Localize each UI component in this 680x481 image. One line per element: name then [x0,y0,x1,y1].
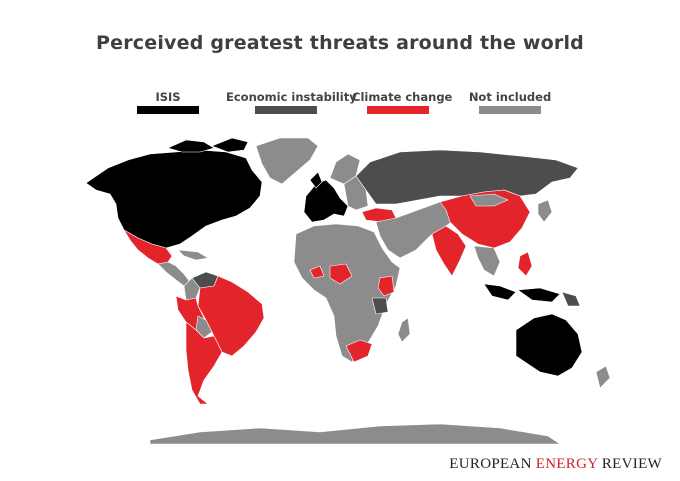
legend-label-isis: ISIS [155,90,181,104]
region-central-america [157,261,191,287]
region-antarctica [149,423,561,445]
legend-item-not-included: Not included [468,90,552,114]
region-nigeria [329,263,353,285]
legend-item-isis: ISIS [132,90,204,114]
region-arctic-islands [167,139,215,153]
region-indonesia-east [517,287,561,303]
chart-title: Perceived greatest threats around the wo… [96,32,584,54]
legend-label-not-included: Not included [468,90,552,104]
region-uk [309,171,323,189]
region-africa [293,223,401,363]
region-caribbean [177,249,209,261]
brand-part2: ENERGY [535,456,598,472]
region-japan [537,199,553,223]
brand-part3: REVIEW [597,456,662,472]
region-greenland [255,137,319,185]
region-bolivia [195,315,213,339]
legend-item-economic: Economic instability [226,90,357,114]
legend-item-climate: Climate change [352,90,453,114]
region-madagascar [397,317,411,343]
legend: ISIS Economic instability Climate change… [0,90,680,116]
legend-swatch-climate [367,106,429,114]
region-indonesia [483,283,517,301]
region-kenya [377,275,395,297]
region-western-europe [303,179,349,223]
region-china [439,189,531,249]
region-southeast-asia [473,245,501,277]
legend-swatch-not-included [479,106,541,114]
legend-label-economic: Economic instability [226,90,357,104]
region-australia [515,313,583,377]
region-india [431,225,467,277]
region-north-america [85,149,263,249]
region-tanzania [371,297,389,315]
legend-swatch-isis [137,106,199,114]
region-new-zealand [595,365,611,389]
region-mongolia [469,193,509,207]
region-colombia [183,277,201,301]
legend-swatch-economic [255,106,317,114]
region-philippines [517,251,533,277]
brand-logo: EUROPEAN ENERGY REVIEW [449,456,662,473]
region-mali [309,265,325,279]
region-russia [355,149,579,205]
legend-label-climate: Climate change [352,90,453,104]
region-arctic-islands-2 [211,137,249,153]
region-png [561,291,581,307]
region-argentina [185,321,223,405]
region-south-africa [345,339,373,363]
brand-part1: EUROPEAN [449,456,536,472]
